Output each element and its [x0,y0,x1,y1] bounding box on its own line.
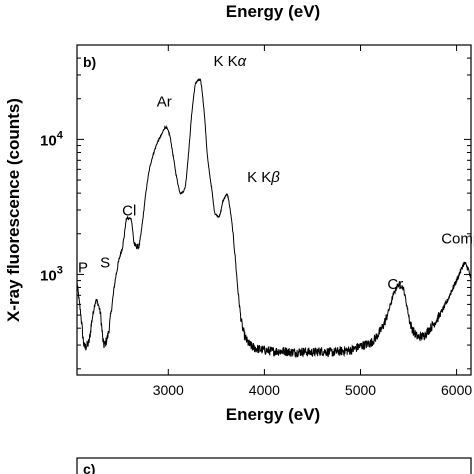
x-tick-label: 6000 [441,382,472,398]
x-axis-ticks: 3000 4000 5000 6000 [153,45,472,398]
panel-c-frame [76,457,472,474]
x-tick-label: 3000 [153,382,184,398]
y-tick-exponent: 4 [57,129,64,141]
x-axis-label: Energy (eV) [226,405,320,424]
y-axis-label: X-ray fluorescence (counts) [4,98,23,322]
panel-c: c) [76,457,472,474]
spectrum-line [76,78,472,359]
y-tick-base: 10 [40,267,57,284]
annotation-text: S [100,254,110,271]
annotation-ar: Ar [157,94,172,111]
annotation-cl: Cl [122,203,136,220]
annotation-p: P [78,260,88,277]
y-tick-exponent: 3 [57,264,63,276]
panel-label: b) [83,54,96,70]
x-tick-label: 4000 [249,382,280,398]
annotation-compton: Compton [441,230,474,247]
annotation-text: Ar [157,94,172,111]
annotation-text: P [78,260,88,277]
y-tick-label: 103 [40,264,63,284]
annotation-greek: β [270,169,280,186]
y-tick-base: 10 [40,132,57,149]
top-panel-xlabel: Energy (eV) [226,2,320,21]
annotation-kkb: K Kβ [247,169,280,186]
annotation-s: S [100,254,110,271]
annotation-kka: K Kα [213,53,246,70]
annotation-text: Cl [122,203,136,220]
annotation-text: Cr [387,276,403,293]
y-tick-label: 104 [40,129,64,149]
x-tick-label: 5000 [345,382,376,398]
annotation-text: Compton [441,230,474,247]
annotation-text: K K [247,169,271,186]
panel-c-label: c) [83,461,95,474]
annotation-cr: Cr [387,276,403,293]
annotation-greek: α [238,53,247,70]
annotation-text: K K [213,53,237,70]
